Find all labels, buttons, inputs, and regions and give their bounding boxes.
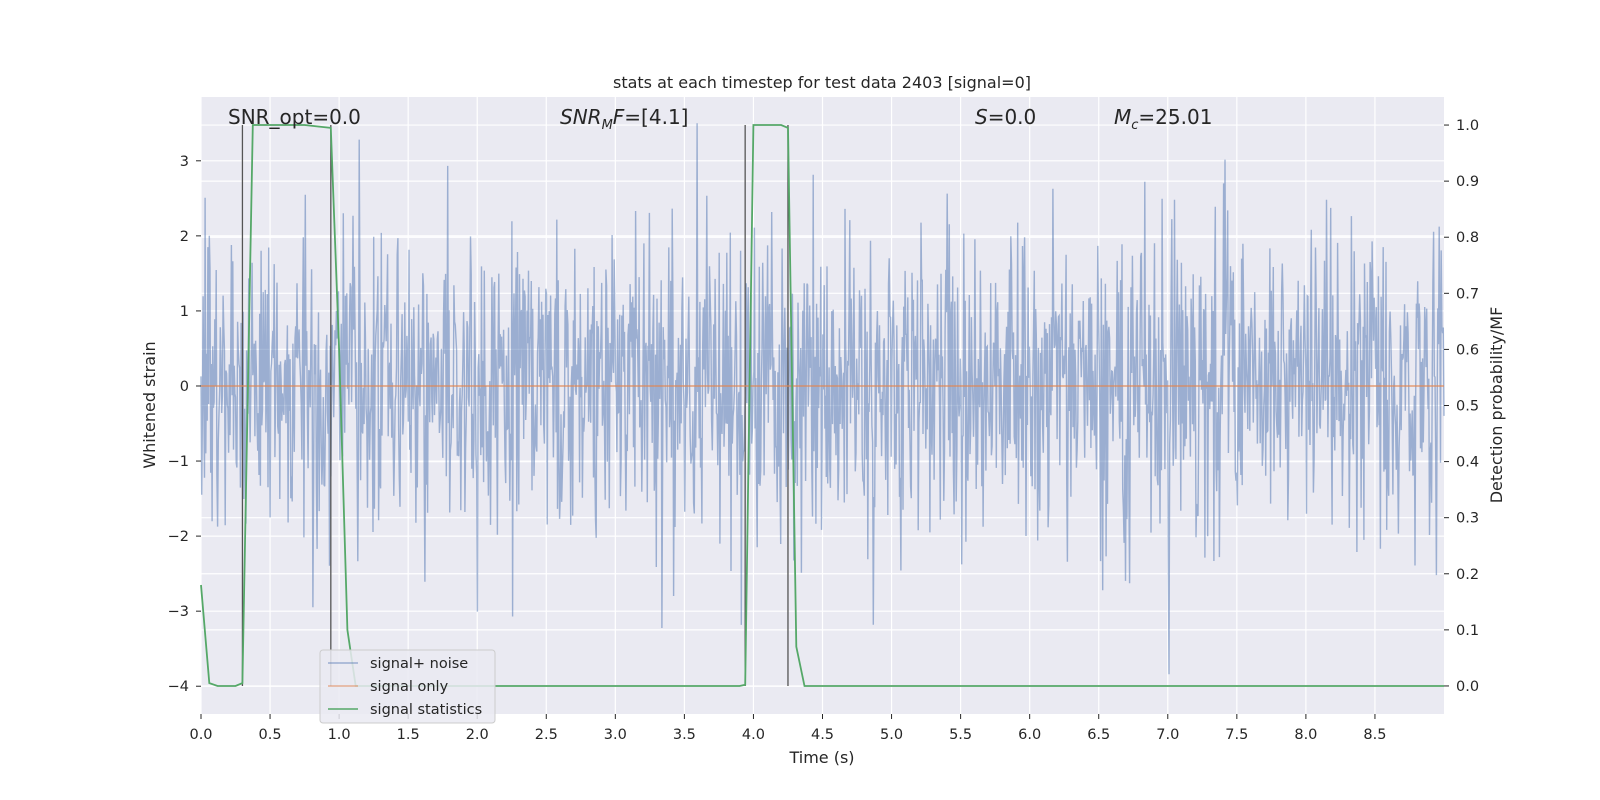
- x-tick-label: 3.5: [673, 727, 696, 743]
- y-tick-label: 0: [180, 379, 189, 395]
- series-marker-lines: [241, 125, 789, 686]
- x-axis-label: Time (s): [788, 748, 854, 767]
- y-tick-label: 1: [180, 304, 189, 320]
- annotation-snr-opt: SNR_opt=0.0: [228, 105, 361, 129]
- legend-label-signal-noise: signal+ noise: [370, 656, 468, 672]
- x-tick-label: 4.0: [742, 727, 765, 743]
- legend-box: [319, 649, 496, 724]
- y-axis-label: Whitened strain: [140, 341, 159, 468]
- x-tick-label: 8.5: [1363, 727, 1386, 743]
- x-tick-label: 3.0: [604, 727, 627, 743]
- x-tick-label: 5.5: [949, 727, 972, 743]
- legend: signal+ noise signal only signal statist…: [319, 649, 496, 724]
- y-right-tick-label: 0.0: [1456, 679, 1479, 695]
- y-axis-right-ticks: 1.0 0.9 0.8 0.7 0.6 0.5 0.4 0.3 0.2 0.1 0.0: [1444, 118, 1479, 695]
- x-tick-label: 2.0: [466, 727, 489, 743]
- x-tick-label: 0.5: [259, 727, 282, 743]
- y-right-tick-label: 0.8: [1456, 230, 1479, 246]
- annotation-s: S=0.0: [975, 105, 1036, 129]
- y-right-tick-label: 0.7: [1456, 286, 1479, 302]
- x-tick-label: 0.0: [189, 727, 212, 743]
- y-right-tick-label: 0.1: [1456, 623, 1479, 639]
- y-tick-label: 3: [180, 154, 189, 170]
- x-tick-label: 2.5: [535, 727, 558, 743]
- plot-series: [200, 123, 1445, 687]
- y-tick-label: −1: [168, 454, 189, 470]
- x-tick-label: 1.5: [397, 727, 420, 743]
- y-axis-ticks: 3 2 1 0 −1 −2 −3 −4: [168, 154, 201, 695]
- y-right-tick-label: 0.9: [1456, 174, 1479, 190]
- y-tick-label: −3: [168, 604, 189, 620]
- series-signal-statistics: [200, 124, 1444, 687]
- y-right-tick-label: 1.0: [1456, 118, 1479, 134]
- y-right-tick-label: 0.4: [1456, 455, 1479, 471]
- y-tick-label: 2: [180, 229, 189, 245]
- annotation-snr-mf: SNRMF=[4.1]: [560, 105, 688, 133]
- legend-label-signal-statistics: signal statistics: [370, 702, 482, 718]
- y-tick-label: −4: [168, 679, 189, 695]
- x-tick-label: 1.0: [328, 727, 351, 743]
- x-tick-label: 6.0: [1018, 727, 1041, 743]
- x-tick-label: 8.0: [1294, 727, 1317, 743]
- y-right-tick-label: 0.5: [1456, 399, 1479, 415]
- x-tick-label: 7.5: [1225, 727, 1248, 743]
- x-tick-label: 4.5: [811, 727, 834, 743]
- x-tick-label: 7.0: [1156, 727, 1179, 743]
- y-right-tick-label: 0.2: [1456, 567, 1479, 583]
- y-axis-right-label: Detection probability/MF: [1487, 307, 1506, 504]
- signal-statistics-line: [200, 124, 1444, 687]
- x-tick-label: 6.5: [1087, 727, 1110, 743]
- noise-line: [200, 123, 1445, 675]
- chart-title: stats at each timestep for test data 240…: [613, 73, 1031, 92]
- x-tick-label: 5.0: [880, 727, 903, 743]
- legend-label-signal-only: signal only: [370, 679, 449, 695]
- x-axis-ticks: 0.0 0.5 1.0 1.5 2.0 2.5 3.0 3.5 4.0 4.5 5.0 5.5 6.0 6…: [189, 714, 1386, 743]
- y-tick-label: −2: [168, 529, 189, 545]
- annotation-mc: Mc=25.01: [1114, 105, 1212, 133]
- y-right-tick-label: 0.6: [1456, 342, 1479, 358]
- series-signal-noise: [200, 123, 1445, 675]
- y-right-tick-label: 0.3: [1456, 511, 1479, 527]
